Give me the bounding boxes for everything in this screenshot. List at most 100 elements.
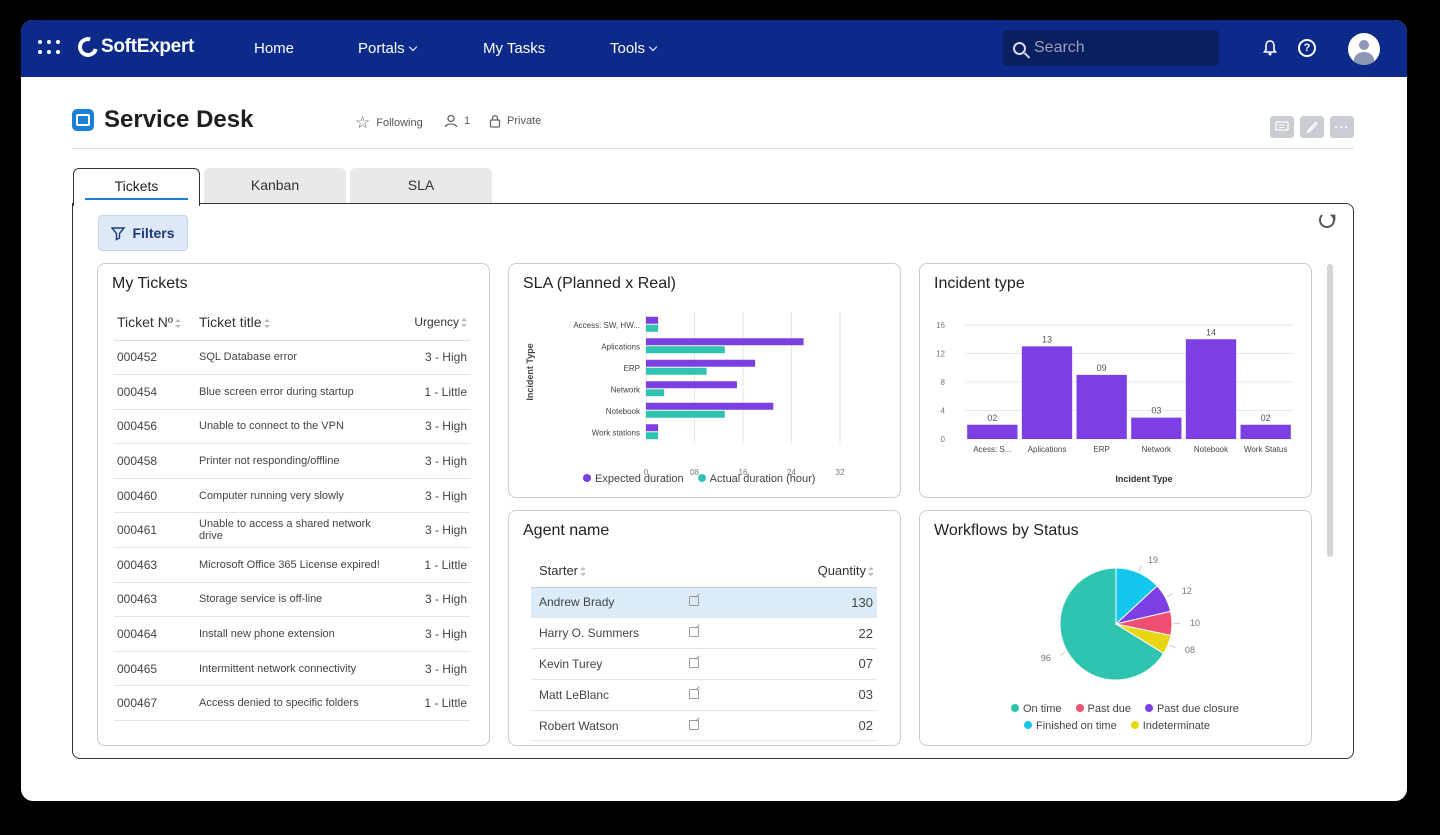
nav-tools[interactable]: Tools: [610, 40, 658, 57]
tab-kanban-label: Kanban: [250, 177, 300, 193]
column-ticket-title[interactable]: Ticket title: [199, 304, 389, 341]
nav-home-label: Home: [254, 40, 295, 57]
dashboard-scrollbar[interactable]: [1327, 264, 1333, 557]
my-tickets-title: My Tickets: [112, 275, 188, 292]
more-options-button[interactable]: ···: [1330, 116, 1354, 138]
bar[interactable]: [1021, 346, 1073, 439]
bar[interactable]: [967, 424, 1018, 439]
agent-quantity-cell: 07: [761, 648, 877, 680]
bar-actual[interactable]: [646, 389, 665, 397]
table-row[interactable]: 000463 Microsoft Office 365 License expir…: [114, 547, 470, 583]
tab-sla[interactable]: SLA: [350, 168, 492, 204]
column-label: Starter: [539, 563, 579, 579]
nav-portals-label: Portals: [358, 40, 405, 57]
x-tick-label: Work Status: [1244, 445, 1287, 454]
edit-button[interactable]: [1300, 116, 1324, 138]
column-urgency[interactable]: Urgency: [389, 304, 470, 341]
user-avatar-icon[interactable]: [1348, 33, 1380, 65]
external-link-icon[interactable]: [689, 627, 699, 638]
table-row[interactable]: Andrew Brady 130: [531, 587, 877, 619]
lock-icon: [489, 115, 501, 128]
bar-actual[interactable]: [646, 346, 725, 354]
table-row[interactable]: 000452 SQL Database error 3 - High: [114, 340, 470, 376]
ticket-urgency-cell: 3 - High: [389, 340, 470, 376]
column-ticket-number[interactable]: Ticket Nº: [114, 304, 199, 341]
pie-slice[interactable]: [1115, 623, 1172, 655]
sla-chart: 0 08 16 24 32 Incident Type Access: SW, HW... A…: [525, 312, 845, 477]
header-divider: [72, 148, 1354, 149]
table-row[interactable]: 000460 Computer running very slowly 3 - Hi…: [114, 478, 470, 514]
chevron-down-icon: [408, 42, 417, 51]
agent-link-cell: [681, 617, 761, 650]
bar-actual[interactable]: [646, 410, 725, 418]
table-row[interactable]: Robert Watson 02: [531, 710, 877, 742]
table-row[interactable]: Harry O. Summers 22: [531, 617, 877, 650]
ticket-title-cell: Intermittent network connectivity: [199, 651, 389, 687]
refresh-icon[interactable]: [1319, 212, 1335, 228]
column-quantity[interactable]: Quantity: [761, 555, 877, 588]
privacy-indicator[interactable]: Private: [489, 114, 541, 128]
comment-button[interactable]: [1270, 116, 1294, 138]
softexpert-logo-icon: [74, 33, 102, 61]
help-icon[interactable]: ?: [1298, 39, 1316, 57]
bar-expected[interactable]: [646, 402, 774, 410]
table-row[interactable]: 000458 Printer not responding/offline 3 - …: [114, 443, 470, 479]
bar[interactable]: [1185, 339, 1237, 439]
table-row[interactable]: 000461 Unable to access a shared network …: [114, 512, 470, 549]
members-count[interactable]: 1: [444, 114, 470, 128]
column-starter[interactable]: Starter: [531, 555, 681, 588]
bar-expected[interactable]: [646, 381, 737, 389]
bar-actual[interactable]: [646, 324, 659, 332]
search-input[interactable]: [1034, 39, 1194, 57]
bar-expected[interactable]: [646, 424, 659, 432]
apps-grid-icon[interactable]: [38, 40, 60, 56]
ticket-title-cell: Access denied to specific folders: [199, 685, 389, 722]
sort-icon: [580, 567, 587, 577]
legend-label: On time: [1023, 703, 1062, 715]
external-link-icon[interactable]: [689, 657, 699, 668]
workflows-status-card: Workflows by Status 96 19 12 10 08 On time P…: [919, 510, 1312, 746]
bar-expected[interactable]: [646, 338, 804, 346]
tab-tickets[interactable]: Tickets: [73, 168, 200, 206]
bar[interactable]: [1240, 424, 1291, 439]
pie-legend-row-1: On time Past due Past due closure: [1011, 703, 1239, 715]
brand-logo[interactable]: SoftExpert: [74, 33, 194, 61]
table-row[interactable]: 000465 Intermittent network connectivity 3…: [114, 651, 470, 687]
agent-link-cell: [681, 587, 761, 619]
ticket-number-cell: 000460: [114, 478, 199, 514]
table-row[interactable]: 000464 Install new phone extension 3 - Hig…: [114, 616, 470, 652]
agent-name-cell: Harry O. Summers: [531, 617, 681, 650]
my-tickets-card: My Tickets Ticket Nº Ticket title Urgenc…: [97, 263, 490, 746]
table-row[interactable]: 000467 Access denied to specific folders 1…: [114, 685, 470, 722]
follow-toggle[interactable]: ☆ Following: [355, 114, 423, 131]
ticket-number-cell: 000463: [114, 547, 199, 583]
y-tick-label: 16: [936, 321, 945, 330]
external-link-icon[interactable]: [689, 719, 699, 730]
incident-type-chart: 0 4 8 12 16 02 Acess: S... 13 Aplications 09 ERP 03…: [936, 321, 1293, 484]
bar-actual[interactable]: [646, 367, 707, 375]
star-icon: ☆: [355, 113, 371, 132]
nav-my-tasks[interactable]: My Tasks: [483, 40, 545, 57]
table-row[interactable]: Kevin Turey 07: [531, 648, 877, 680]
nav-portals[interactable]: Portals: [358, 40, 417, 57]
table-row[interactable]: 000456 Unable to connect to the VPN 3 - Hi…: [114, 409, 470, 445]
table-row[interactable]: 000454 Blue screen error during startup 1 …: [114, 374, 470, 410]
pie-slice[interactable]: [1059, 567, 1165, 681]
nav-home[interactable]: Home: [254, 40, 294, 57]
bar-actual[interactable]: [646, 432, 659, 440]
external-link-icon[interactable]: [689, 688, 699, 699]
ticket-title-cell: Install new phone extension: [199, 616, 389, 652]
sort-icon: [263, 318, 270, 328]
bar-expected[interactable]: [646, 359, 756, 367]
tab-kanban[interactable]: Kanban: [204, 168, 346, 204]
bell-icon[interactable]: [1263, 40, 1277, 56]
external-link-icon[interactable]: [689, 596, 699, 607]
filters-button[interactable]: Filters: [98, 215, 188, 251]
bar-expected[interactable]: [646, 316, 659, 324]
bar[interactable]: [1131, 417, 1182, 439]
ticket-urgency-cell: 1 - Little: [389, 374, 470, 410]
search-icon: [1013, 41, 1026, 55]
table-row[interactable]: Matt LeBlanc 03: [531, 679, 877, 711]
table-row[interactable]: 000463 Storage service is off-line 3 - Hig…: [114, 582, 470, 618]
bar[interactable]: [1076, 374, 1127, 439]
